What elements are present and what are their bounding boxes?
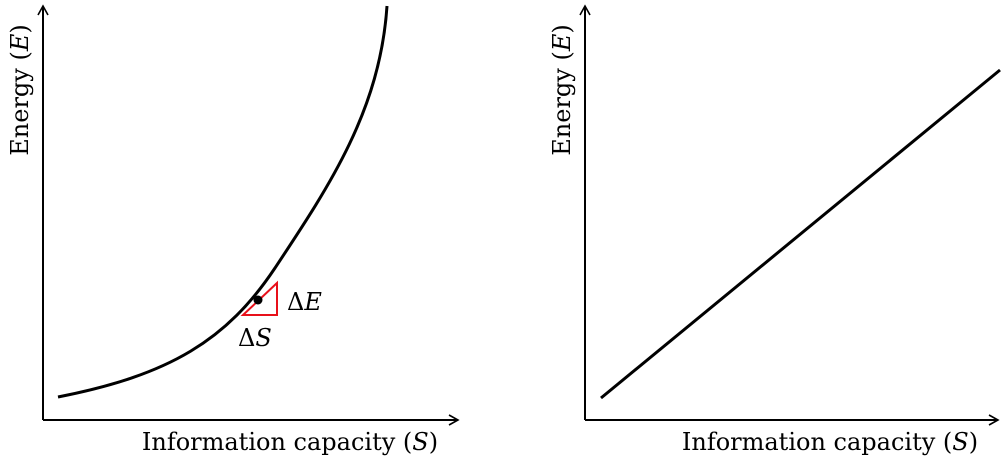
left-energy-curve — [58, 6, 387, 397]
delta-e-label: ΔE — [287, 288, 322, 316]
right-energy-line — [601, 70, 1000, 398]
left-panel: ΔE ΔS Information capacity (S) Energy (E… — [6, 6, 458, 456]
right-y-axis-title: Energy (E) — [548, 24, 576, 155]
left-x-axis-title: Information capacity (S) — [142, 428, 438, 456]
right-panel: Information capacity (S) Energy (E) — [548, 6, 1000, 456]
left-y-axis-title: Energy (E) — [6, 24, 34, 155]
tangent-point — [254, 296, 263, 305]
right-x-axis-title: Information capacity (S) — [682, 428, 978, 456]
delta-s-label: ΔS — [238, 324, 272, 352]
